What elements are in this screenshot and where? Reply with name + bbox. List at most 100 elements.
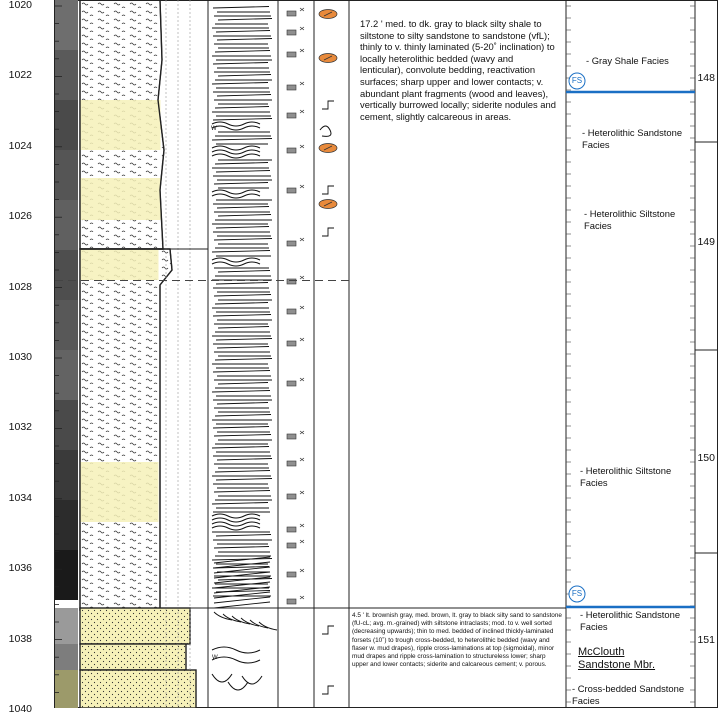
structure-lamina: [213, 294, 272, 297]
structure-lamina: [213, 182, 269, 185]
grayscale-band: [55, 644, 78, 670]
grayscale-band: [55, 0, 78, 50]
structure-wavy: [211, 153, 261, 159]
structure-lamina: [213, 238, 273, 241]
siderite-nodule-icon: [323, 11, 333, 17]
siderite-nodule-icon: [323, 145, 333, 151]
plant-fragment-icon: [286, 598, 297, 605]
structure-trough-cross-bed: [211, 673, 233, 683]
plant-fragment-icon: [286, 433, 297, 440]
structure-wavy: [211, 517, 261, 523]
grayscale-band: [55, 250, 78, 300]
structure-cross-bed: [258, 621, 278, 631]
wavy-bedding-mark-lower: W: [212, 655, 218, 661]
facies-label-gray-shale: - Gray Shale Facies: [586, 55, 669, 66]
facies-label-heterolithic-sandstone: - Heterolithic Sandstone Facies: [582, 127, 683, 150]
grayscale-band: [55, 300, 78, 350]
plant-fragment-icon: [286, 29, 297, 36]
plant-fragment-icon: [299, 377, 305, 382]
facies-label-heterolithic-sandstone-2: - Heterolithic Sandstone Facies: [580, 609, 681, 632]
plant-fragment-icon: [299, 337, 305, 342]
structure-lamina: [212, 426, 270, 429]
depth-label-1032: 1032: [8, 421, 32, 434]
depth-label-1038: 1038: [8, 632, 32, 645]
structure-wavy: [211, 125, 261, 131]
structure-lamina: [211, 502, 269, 505]
plant-fragment-icon: [299, 595, 305, 600]
lithology-sand-band: [80, 462, 159, 522]
structure-wavy: [211, 149, 261, 155]
plant-fragment-icon: [286, 542, 297, 549]
structure-cross-bed: [213, 611, 233, 621]
structure-wavy: [211, 145, 261, 151]
structure-lamina: [212, 62, 269, 65]
structure-wavy: [211, 121, 261, 127]
structure-wavy: [211, 257, 261, 263]
plant-fragment-icon: [299, 81, 305, 86]
structure-lamina: [214, 414, 272, 417]
facies-label-heterolithic-siltstone-2: - Heterolithic Siltstone Facies: [580, 465, 672, 488]
plant-fragment-icon: [299, 26, 305, 31]
flooding-surface-badge: [568, 585, 586, 603]
facies-label-heterolithic-siltstone: - Heterolithic Siltstone Facies: [584, 208, 676, 231]
depth-label-1026: 1026: [8, 210, 32, 223]
structure-inclined-lamina: [213, 596, 271, 604]
structure-inclined-lamina: [213, 591, 271, 599]
lithology-sandstone-texture: [80, 644, 186, 670]
siderite-nodule-icon: [323, 55, 333, 61]
structure-lamina: [214, 50, 271, 53]
plant-fragment-icon: [286, 84, 297, 91]
lithology-sand-band: [80, 249, 159, 280]
structure-lamina: [215, 226, 270, 229]
description-lower-unit: 4.5 ' lt. brownish gray, med. brown, lt.…: [352, 612, 562, 669]
structure-lamina: [217, 270, 271, 273]
structure-wavy: [211, 513, 261, 519]
calcareous-cement-icon: [322, 185, 334, 195]
core-box-label-149: 149: [697, 236, 715, 248]
structure-trough-cross-bed: [227, 681, 249, 691]
siderite-nodule-icon: [323, 201, 333, 207]
plant-fragment-icon: [286, 51, 297, 58]
structure-lamina: [212, 6, 270, 9]
structure-cross-bed: [249, 619, 269, 629]
structure-lamina: [211, 558, 273, 561]
structure-lamina: [213, 546, 270, 549]
structure-lamina: [214, 162, 269, 165]
member-label: McClouth Sandstone Mbr.: [578, 646, 656, 671]
plant-fragment-icon: [286, 10, 297, 17]
plant-fragment-icon: [299, 109, 305, 114]
structure-lamina: [217, 382, 269, 385]
structure-lamina: [212, 566, 270, 569]
plant-fragment-icon: [286, 112, 297, 119]
plant-fragment-icon: [299, 7, 305, 12]
structure-lamina: [215, 534, 272, 537]
grayscale-band: [55, 350, 78, 400]
calcareous-cement-icon: [322, 100, 334, 110]
structure-inclined-lamina: [213, 566, 271, 574]
structure-lamina: [211, 446, 270, 449]
structure-inclined-lamina: [213, 581, 271, 589]
structure-wavy: [211, 646, 261, 654]
structure-lamina: [215, 478, 273, 481]
plant-fragment-icon: [299, 568, 305, 573]
structure-inclined-lamina: [213, 556, 271, 564]
depth-label-1030: 1030: [8, 351, 32, 363]
structure-inclined-lamina: [213, 561, 271, 569]
structure-lamina: [216, 206, 270, 209]
structure-inclined-lamina: [213, 601, 271, 609]
plant-fragment-icon: [286, 147, 297, 154]
structure-lamina: [217, 18, 273, 21]
plant-fragment-icon: [299, 275, 305, 280]
lithology-sand-band: [80, 178, 161, 220]
flooding-surface-badge: [568, 72, 586, 90]
depth-label-1028: 1028: [8, 280, 32, 293]
structure-lamina: [215, 170, 271, 173]
structure-wavy: [211, 525, 261, 531]
depth-label-1020: 1020: [8, 0, 32, 11]
structure-trough-cross-bed: [241, 675, 263, 685]
plant-fragment-icon: [286, 340, 297, 347]
grayscale-band: [55, 450, 78, 500]
calcareous-cement-icon: [322, 685, 334, 695]
plant-fragment-icon: [299, 237, 305, 242]
plant-fragment-icon: [286, 571, 297, 578]
